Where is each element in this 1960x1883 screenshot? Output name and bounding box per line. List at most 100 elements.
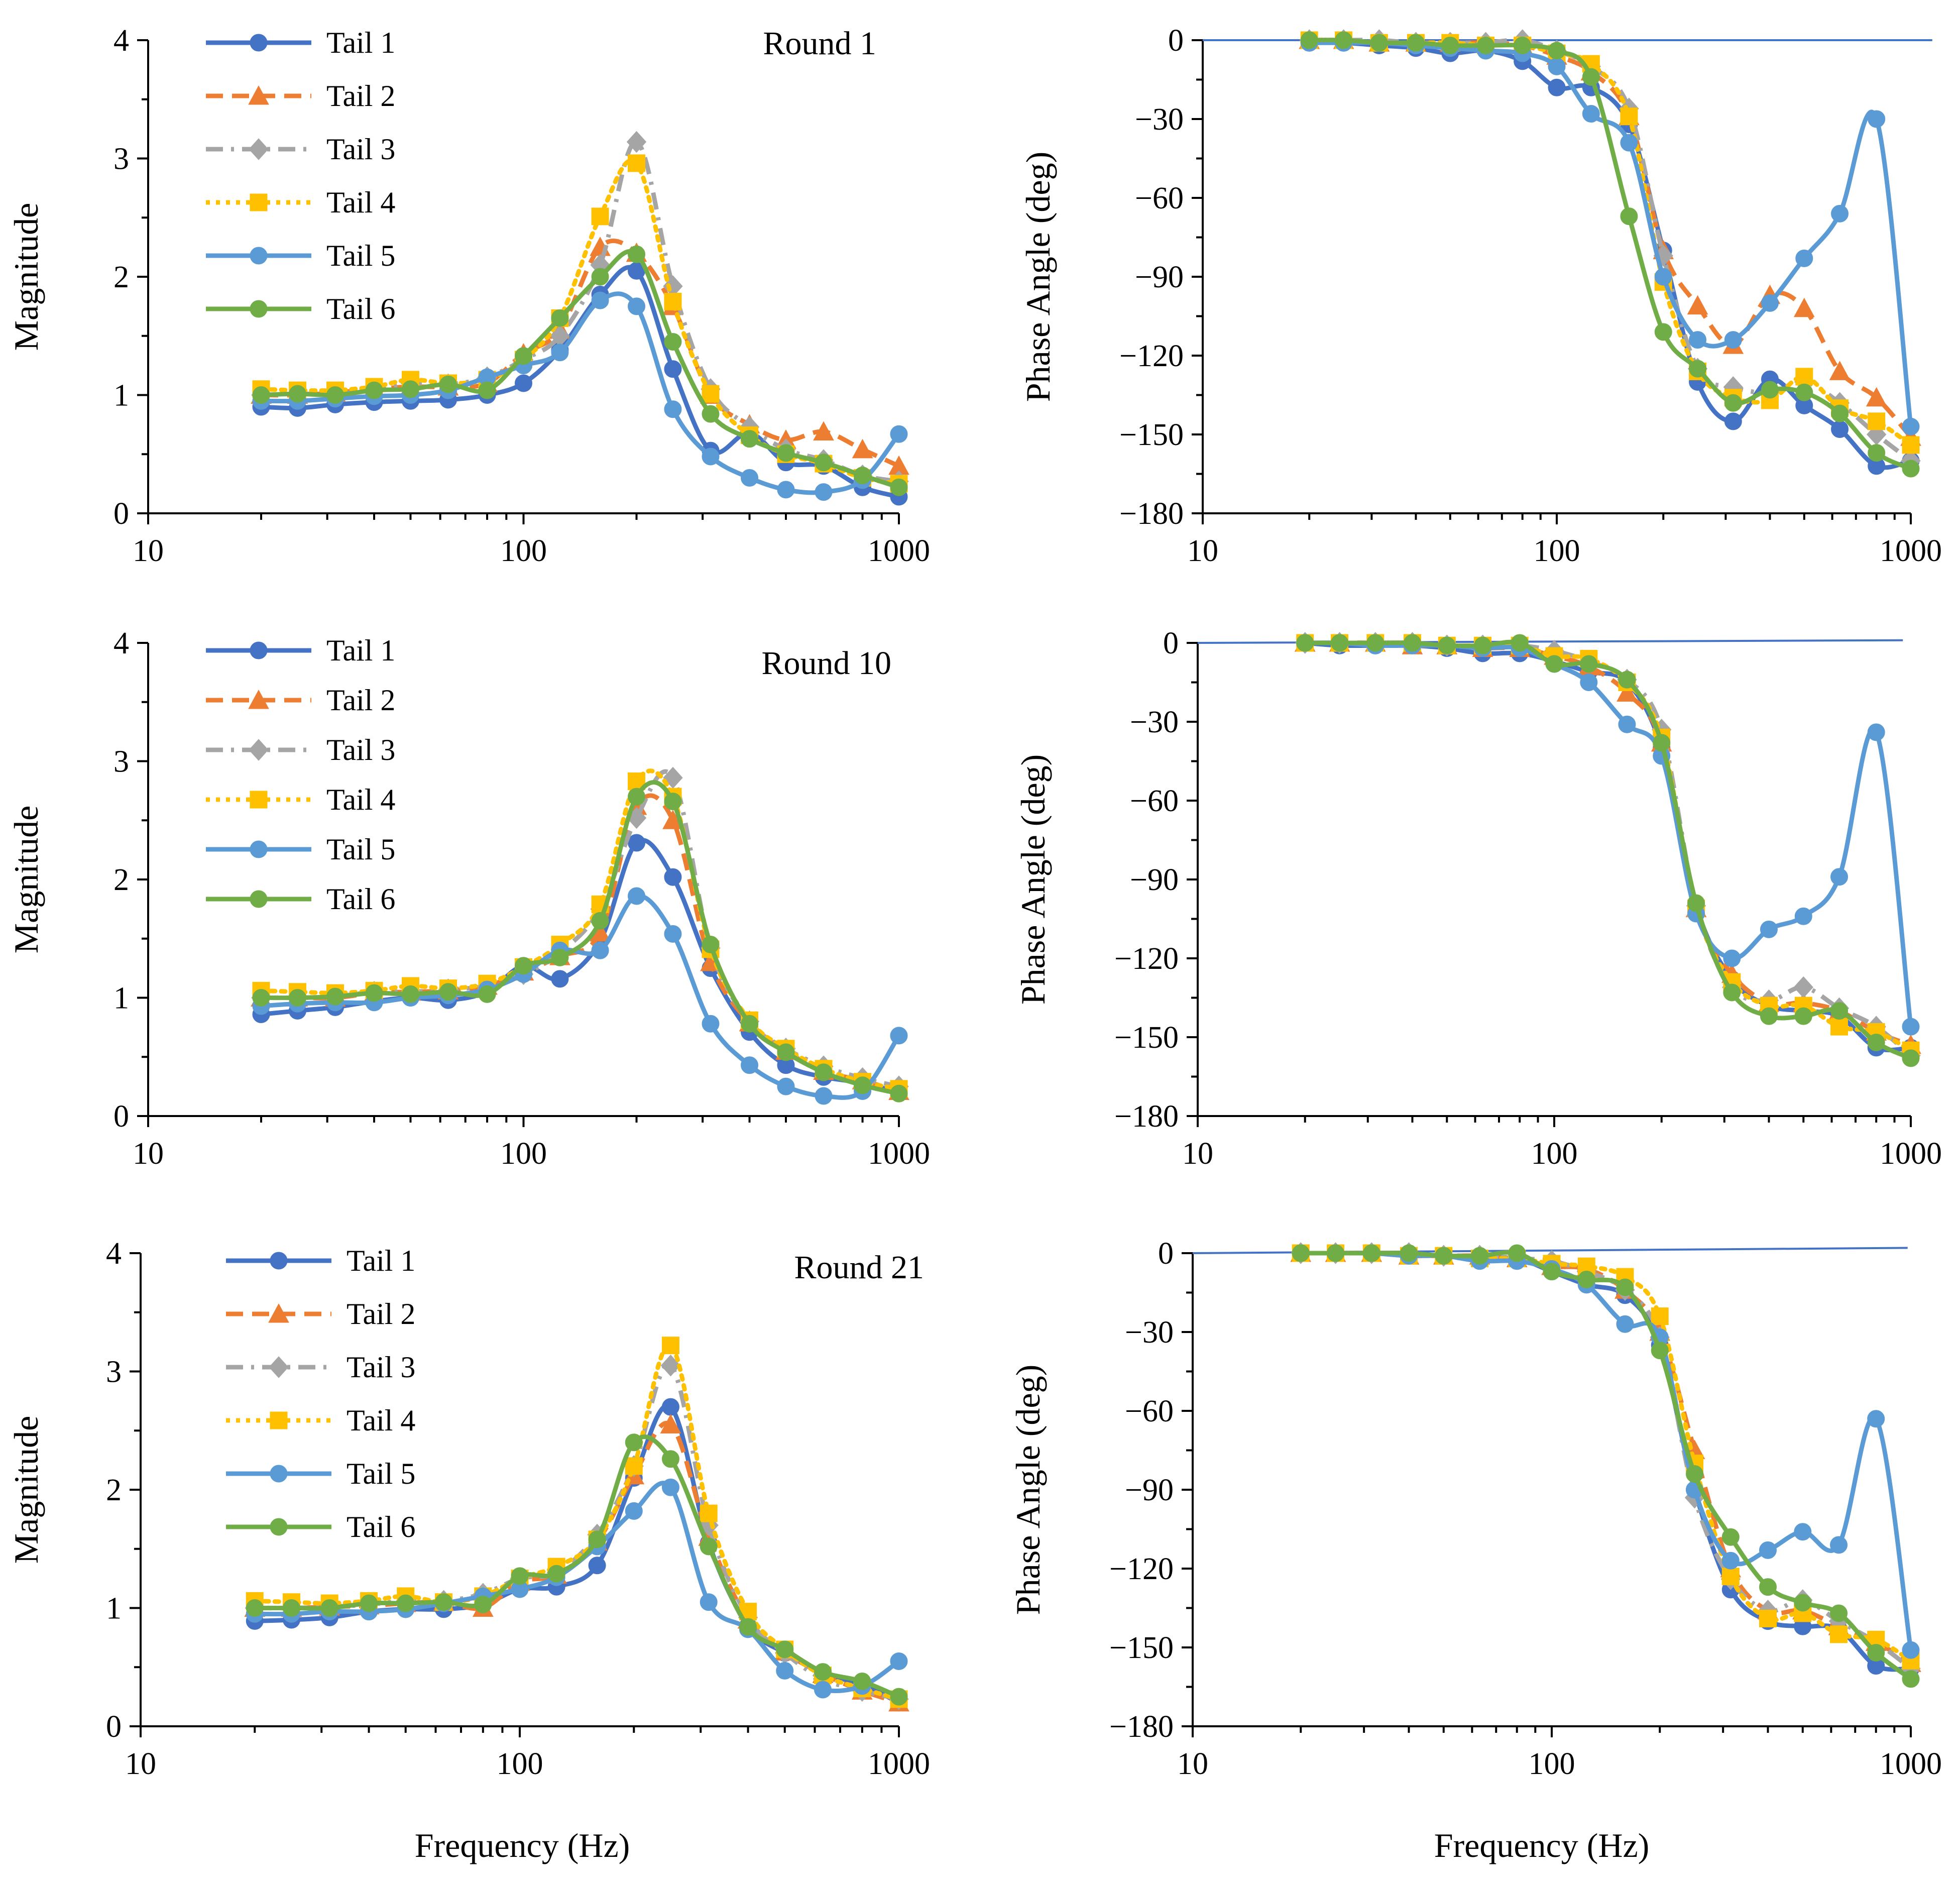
- data-point: [515, 957, 532, 975]
- series-tail-5: [1300, 34, 1920, 435]
- y-tick-label: −180: [1114, 1099, 1179, 1134]
- series-tail-1: [1292, 1244, 1920, 1678]
- legend-label: Tail 3: [326, 133, 395, 166]
- data-point: [1471, 1247, 1489, 1265]
- data-point: [1616, 1315, 1634, 1333]
- data-point: [591, 268, 609, 286]
- data-point: [1830, 1536, 1848, 1554]
- y-tick-label: 1: [113, 379, 129, 413]
- data-point: [1902, 1641, 1920, 1659]
- legend-label: Tail 5: [326, 833, 395, 866]
- series-tail-1: [1296, 634, 1920, 1057]
- data-point: [1761, 381, 1779, 399]
- x-tick-label: 1000: [868, 534, 930, 568]
- data-point: [547, 1565, 565, 1583]
- x-tick-label: 10: [1182, 1137, 1213, 1171]
- data-point: [661, 1478, 679, 1496]
- data-point: [515, 347, 532, 365]
- data-point: [625, 1457, 643, 1475]
- y-tick-label: −90: [1130, 863, 1179, 897]
- data-point: [1759, 1541, 1777, 1559]
- series-tail-5: [252, 887, 908, 1105]
- x-tick-label: 100: [1531, 1137, 1578, 1171]
- data-point: [777, 1077, 795, 1095]
- data-point: [702, 405, 720, 423]
- data-point: [1400, 1244, 1418, 1262]
- data-point: [1829, 361, 1851, 380]
- x-axis-label: Frequency (Hz): [1434, 1826, 1650, 1864]
- data-point: [815, 1063, 833, 1081]
- legend-swatch-marker: [270, 1411, 288, 1429]
- data-point: [1292, 1244, 1310, 1262]
- data-point: [1438, 636, 1456, 654]
- data-point: [1794, 1007, 1812, 1025]
- x-tick-label: 1000: [868, 1137, 930, 1171]
- data-point: [1831, 204, 1849, 223]
- legend-swatch-marker: [270, 1465, 288, 1483]
- data-point: [365, 984, 383, 1002]
- legend-swatch-marker: [250, 840, 268, 858]
- data-point: [1902, 460, 1920, 478]
- x-tick-label: 1000: [1880, 1747, 1942, 1781]
- legend: Tail 1 Tail 2 Tail 3 Tail 4 Tail 5 Tail 6: [206, 26, 395, 325]
- data-point: [439, 375, 457, 393]
- data-point: [1721, 1528, 1740, 1546]
- round-label: Round 1: [763, 25, 876, 62]
- data-point: [777, 444, 795, 462]
- series-line: [1309, 40, 1912, 470]
- data-point: [1403, 634, 1421, 652]
- series-line: [261, 838, 900, 1095]
- series-line: [1305, 640, 1913, 1027]
- data-point: [1724, 394, 1742, 412]
- legend-swatch-marker: [270, 1252, 288, 1270]
- data-point: [1543, 1263, 1561, 1281]
- data-point: [1582, 68, 1600, 86]
- data-point: [628, 297, 646, 315]
- data-point: [628, 834, 646, 852]
- y-tick-label: −120: [1119, 339, 1184, 373]
- data-point: [1689, 331, 1707, 349]
- data-point: [1830, 1604, 1848, 1622]
- legend-swatch-marker: [268, 1303, 289, 1323]
- legend-label: Tail 2: [347, 1297, 415, 1331]
- series-tail-4: [1296, 634, 1920, 1059]
- x-tick-label: 100: [1534, 534, 1580, 568]
- y-axis-label: Phase Angle (deg): [1019, 152, 1057, 402]
- data-point: [815, 483, 833, 501]
- data-point: [1795, 249, 1813, 267]
- data-point: [660, 1414, 681, 1433]
- data-point: [1902, 436, 1920, 454]
- data-point: [1327, 1244, 1345, 1262]
- legend-label: Tail 4: [326, 783, 395, 816]
- data-point: [664, 333, 682, 351]
- data-point: [1370, 34, 1388, 52]
- y-tick-label: 3: [106, 1355, 122, 1389]
- data-point: [1867, 723, 1885, 741]
- data-point: [1867, 1410, 1885, 1428]
- legend-swatch-marker: [269, 1356, 289, 1378]
- data-point: [1831, 404, 1849, 422]
- y-tick-label: −60: [1130, 784, 1179, 818]
- data-point: [1474, 636, 1492, 654]
- data-point: [741, 1056, 759, 1074]
- data-point: [741, 469, 759, 487]
- data-point: [664, 360, 682, 378]
- series-tail-6: [252, 245, 908, 496]
- data-point: [474, 1595, 492, 1613]
- data-point: [246, 1599, 264, 1617]
- data-point: [664, 793, 682, 811]
- data-point: [1868, 444, 1886, 462]
- data-point: [1653, 734, 1671, 752]
- data-point: [1687, 894, 1705, 912]
- x-tick-label: 10: [125, 1747, 156, 1781]
- x-tick-label: 100: [500, 1137, 547, 1171]
- y-axis-label: Magnitude: [7, 1416, 45, 1564]
- data-point: [1902, 1670, 1920, 1688]
- data-point: [326, 987, 344, 1006]
- data-point: [1866, 387, 1887, 407]
- data-point: [397, 1594, 415, 1612]
- legend-label: Tail 1: [326, 26, 395, 59]
- data-point: [890, 425, 908, 443]
- series-tail-1: [252, 834, 908, 1101]
